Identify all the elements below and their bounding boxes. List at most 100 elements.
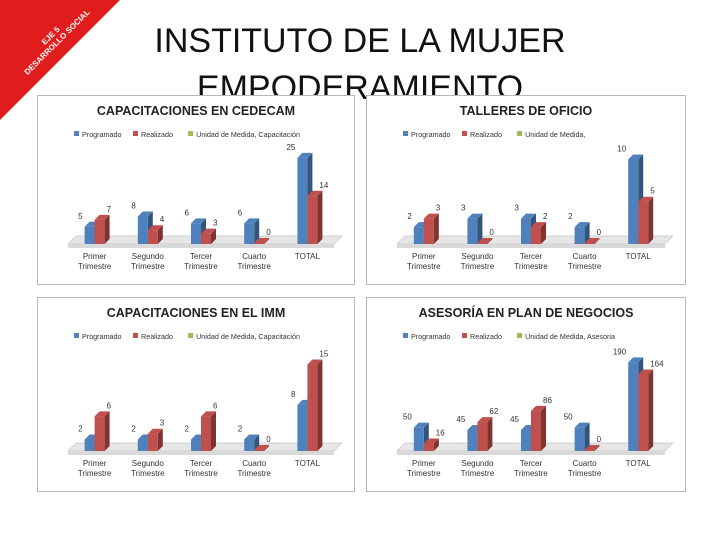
- bar-top: [574, 422, 590, 428]
- chart-talleres: TALLERES DE OFICIO Programado Realizado Uni…: [396, 104, 674, 271]
- bar-top: [244, 434, 260, 440]
- category-label: Tercer: [190, 252, 213, 261]
- category-label: Trimestre: [237, 469, 271, 478]
- legend-label: Programado: [82, 130, 122, 139]
- data-label: 14: [319, 181, 328, 190]
- bar-top: [521, 213, 536, 219]
- bar: [638, 201, 649, 244]
- bar-top: [137, 211, 153, 217]
- bar: [137, 439, 148, 451]
- data-label: 3: [436, 204, 441, 213]
- category-label: TOTAL: [295, 252, 321, 261]
- bar-top: [94, 214, 110, 220]
- data-label: 15: [319, 350, 328, 359]
- bar: [191, 439, 201, 451]
- bar-top: [94, 411, 110, 417]
- data-label: 45: [510, 415, 519, 424]
- category-label: Trimestre: [514, 262, 548, 271]
- bar: [201, 233, 211, 244]
- category-label: Trimestre: [78, 262, 112, 271]
- bar: [574, 227, 585, 244]
- chart-panel-talleres: TALLERES DE OFICIO Programado Realizado Uni…: [366, 95, 686, 285]
- data-label: 2: [543, 212, 548, 221]
- bar-top: [201, 228, 216, 234]
- bar: [191, 223, 201, 244]
- data-label: 164: [650, 359, 664, 368]
- bar: [531, 410, 541, 451]
- category-label: Segundo: [132, 252, 165, 261]
- bar-side: [317, 359, 323, 451]
- bar-top: [467, 213, 483, 219]
- data-label: 50: [403, 413, 412, 422]
- bar-top: [574, 222, 590, 228]
- bar: [574, 427, 585, 451]
- category-label: Trimestre: [237, 262, 271, 271]
- category-label: Primer: [83, 252, 107, 261]
- bar-side: [211, 411, 216, 451]
- bar-side: [487, 417, 493, 451]
- bar: [297, 157, 308, 244]
- bar: [628, 362, 639, 451]
- legend-swatch: [517, 131, 523, 136]
- data-label: 6: [107, 401, 112, 410]
- legend-label: Programado: [82, 332, 122, 341]
- bar: [628, 159, 639, 244]
- category-label: Tercer: [520, 459, 543, 468]
- chart-title: TALLERES DE OFICIO: [460, 104, 593, 118]
- bar-side: [477, 213, 483, 244]
- category-label: Trimestre: [514, 469, 548, 478]
- category-label: Trimestre: [131, 469, 165, 478]
- data-label: 2: [568, 212, 573, 221]
- data-label: 2: [131, 424, 136, 433]
- bar-side: [211, 228, 216, 244]
- data-label: 50: [564, 413, 573, 422]
- data-label: 3: [461, 204, 466, 213]
- bar-top: [201, 411, 216, 417]
- bar-top: [423, 438, 439, 444]
- bar-top: [413, 422, 429, 428]
- bar-side: [541, 222, 546, 244]
- legend-swatch: [403, 131, 408, 136]
- bar: [201, 416, 211, 451]
- bar: [147, 433, 158, 451]
- data-label: 4: [160, 215, 165, 224]
- data-label: 16: [436, 429, 445, 438]
- bar-top: [147, 225, 163, 231]
- bar-side: [104, 411, 110, 451]
- chart-cedecam: CAPACITACIONES EN CEDECAM Programado Reali…: [67, 104, 343, 271]
- legend-label: Unidad de Medida,: [525, 130, 585, 139]
- data-label: 2: [407, 212, 412, 221]
- bar-top: [244, 218, 260, 224]
- bar: [254, 450, 265, 451]
- bar-top: [191, 218, 206, 224]
- chart-floor-edge: [68, 451, 334, 455]
- bar: [521, 430, 531, 451]
- bar: [244, 439, 255, 451]
- bar: [477, 422, 488, 451]
- legend-label: Programado: [411, 332, 451, 341]
- chart-floor-edge: [397, 451, 665, 455]
- category-label: Trimestre: [461, 262, 495, 271]
- bar-side: [584, 222, 590, 244]
- data-label: 5: [78, 212, 83, 221]
- bar-side: [157, 428, 163, 451]
- bar: [244, 223, 255, 244]
- legend-label: Realizado: [141, 332, 173, 341]
- bar-top: [638, 196, 654, 202]
- bar-side: [433, 438, 439, 451]
- bar-top: [531, 405, 546, 411]
- bar: [423, 218, 434, 244]
- data-label: 0: [597, 435, 602, 444]
- bar: [413, 227, 424, 244]
- category-label: Segundo: [461, 459, 494, 468]
- bar-top: [477, 238, 493, 243]
- chart-imm: CAPACITACIONES EN EL IMM Programado Realiz…: [67, 306, 343, 478]
- bar: [413, 427, 424, 451]
- bar-side: [594, 445, 600, 451]
- data-label: 0: [489, 228, 494, 237]
- legend-swatch: [133, 333, 138, 338]
- category-label: Primer: [83, 459, 107, 468]
- bar-top: [477, 417, 493, 423]
- data-label: 86: [543, 396, 552, 405]
- bar-side: [254, 218, 260, 244]
